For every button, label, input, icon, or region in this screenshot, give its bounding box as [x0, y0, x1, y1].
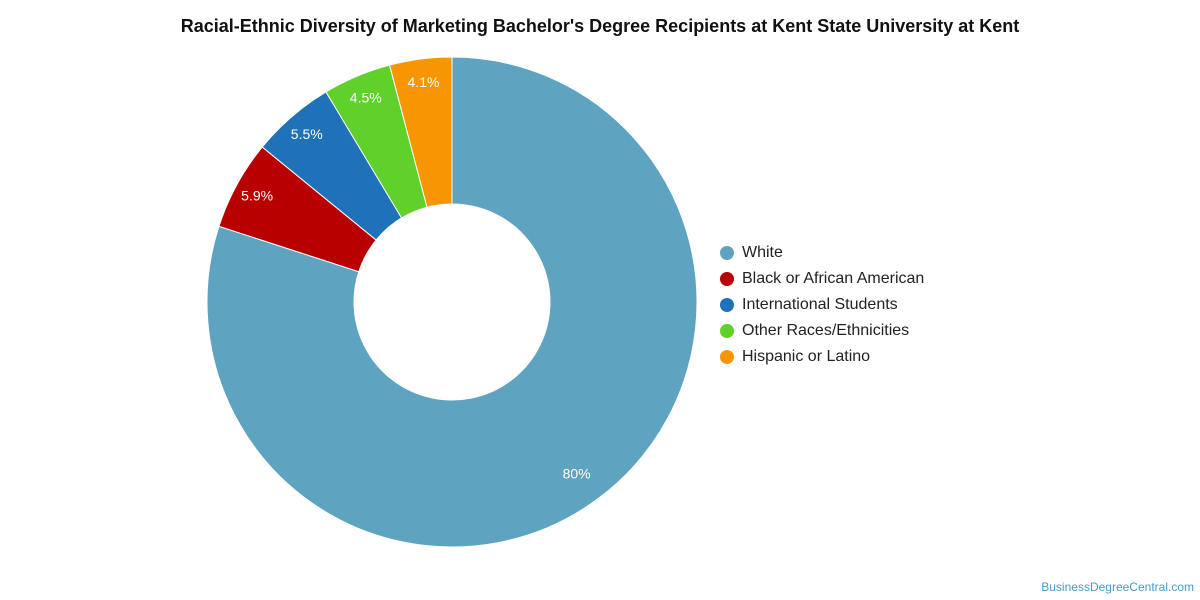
legend-item-black-or-african-american[interactable]: Black or African American [720, 266, 924, 292]
legend-label: Other Races/Ethnicities [742, 322, 910, 339]
chart-title: Racial-Ethnic Diversity of Marketing Bac… [180, 16, 1020, 36]
data-label-0: 80% [563, 466, 591, 482]
legend-swatch-icon [720, 298, 734, 312]
data-label-1: 5.9% [241, 188, 273, 204]
legend-item-hispanic-or-latino[interactable]: Hispanic or Latino [720, 344, 924, 370]
legend-label: International Students [742, 296, 898, 313]
slice-white[interactable] [206, 56, 698, 548]
legend-swatch-icon [720, 324, 734, 338]
legend-label: White [742, 244, 783, 261]
data-label-3: 4.5% [350, 89, 382, 105]
legend-item-other-races-ethnicities[interactable]: Other Races/Ethnicities [720, 318, 924, 344]
legend-label: Hispanic or Latino [742, 348, 871, 365]
legend-item-international-students[interactable]: International Students [720, 292, 924, 318]
legend-item-white[interactable]: White [720, 240, 924, 266]
legend-label: Black or African American [742, 270, 925, 287]
data-label-4: 4.1% [408, 74, 440, 90]
chart-legend: White Black or African American Internatio… [720, 240, 924, 370]
legend-swatch-icon [720, 272, 734, 286]
legend-swatch-icon [720, 350, 734, 364]
slice-hispanic-or-latino[interactable] [388, 56, 453, 208]
watermark[interactable]: BusinessDegreeCentral.com [1041, 580, 1194, 594]
legend-swatch-icon [720, 246, 734, 260]
data-label-2: 5.5% [291, 126, 323, 142]
